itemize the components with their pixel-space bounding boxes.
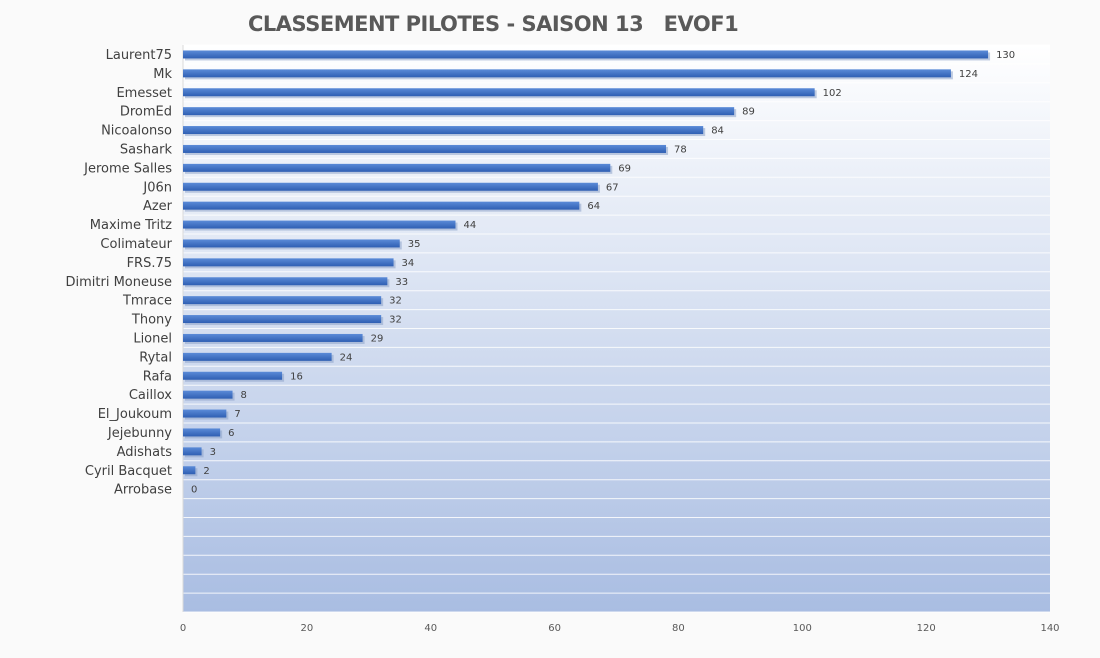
x-tick-label: 120	[917, 623, 936, 634]
category-label: Cyril Bacquet	[85, 464, 172, 479]
category-label: Jejebunny	[107, 426, 172, 441]
data-label: 34	[402, 258, 415, 269]
bar	[183, 447, 202, 456]
bar	[183, 201, 580, 210]
bar	[183, 296, 382, 305]
category-label: Nicoalonso	[101, 124, 172, 139]
category-label: J06n	[142, 180, 172, 195]
category-label: Dimitri Moneuse	[65, 275, 172, 290]
data-label: 16	[290, 371, 303, 382]
bar	[183, 88, 815, 97]
x-tick-label: 40	[424, 623, 437, 634]
data-label: 44	[463, 220, 476, 231]
x-tick-label: 20	[300, 623, 313, 634]
category-label: Laurent75	[106, 48, 172, 63]
data-label: 124	[959, 69, 978, 80]
category-label: El_Joukoum	[98, 407, 172, 422]
bar	[183, 50, 989, 59]
bar	[183, 163, 611, 172]
category-label: Rafa	[143, 369, 172, 384]
category-label: Thony	[131, 313, 172, 328]
data-label: 8	[241, 390, 247, 401]
data-label: 29	[371, 333, 384, 344]
category-label: Mk	[153, 67, 172, 82]
category-label: Tmrace	[122, 294, 172, 309]
x-tick-label: 100	[793, 623, 812, 634]
bar	[183, 107, 735, 116]
data-label: 130	[996, 50, 1015, 61]
bar	[183, 277, 388, 286]
data-label: 24	[340, 352, 353, 363]
data-label: 89	[742, 107, 755, 118]
category-label: Caillox	[129, 388, 172, 403]
bar	[183, 258, 394, 267]
category-label: Lionel	[133, 331, 172, 346]
bar	[183, 409, 227, 418]
category-label: Azer	[143, 199, 173, 214]
category-label: Rytal	[139, 350, 172, 365]
data-label: 0	[191, 485, 197, 496]
data-label: 78	[674, 144, 687, 155]
category-label: Adishats	[117, 445, 173, 460]
data-label: 2	[203, 466, 209, 477]
data-label: 6	[228, 428, 234, 439]
data-label: 7	[234, 409, 240, 420]
bar	[183, 428, 221, 437]
category-label: Colimateur	[100, 237, 172, 252]
data-label: 69	[618, 163, 631, 174]
category-label: Emesset	[116, 86, 172, 101]
data-label: 102	[823, 88, 842, 99]
bar	[183, 220, 456, 229]
category-label: Jerome Salles	[83, 161, 172, 176]
bar	[183, 333, 363, 342]
category-label: FRS.75	[127, 256, 172, 271]
bar	[183, 466, 196, 475]
bar	[183, 126, 704, 135]
data-label: 64	[587, 201, 600, 212]
bar	[183, 371, 283, 380]
data-label: 32	[389, 315, 402, 326]
data-label: 3	[210, 447, 216, 458]
data-label: 35	[408, 239, 421, 250]
x-tick-label: 60	[548, 623, 561, 634]
data-label: 84	[711, 126, 724, 137]
data-label: 33	[395, 277, 408, 288]
x-tick-label: 140	[1040, 623, 1059, 634]
bar	[183, 182, 598, 191]
category-label: DromEd	[120, 105, 172, 120]
data-label: 67	[606, 182, 619, 193]
bar	[183, 239, 400, 248]
x-tick-label: 80	[672, 623, 685, 634]
category-label: Sashark	[120, 142, 173, 157]
x-tick-label: 0	[180, 623, 186, 634]
bar	[183, 390, 233, 399]
bar	[183, 352, 332, 361]
bar	[183, 144, 667, 153]
data-label: 32	[389, 296, 402, 307]
bar	[183, 315, 382, 324]
chart-title: CLASSEMENT PILOTES - SAISON 13 EVOF1	[248, 12, 739, 36]
bar	[183, 69, 951, 78]
category-label: Arrobase	[114, 483, 172, 498]
category-label: Maxime Tritz	[90, 218, 172, 233]
